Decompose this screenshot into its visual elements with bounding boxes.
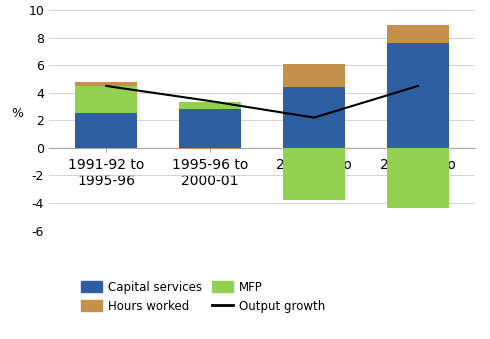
Legend: Capital services, Hours worked, MFP, Output growth: Capital services, Hours worked, MFP, Out…: [76, 276, 330, 317]
Bar: [75, 86, 137, 114]
Bar: [75, 82, 137, 86]
Y-axis label: %: %: [11, 107, 23, 120]
Bar: [283, 64, 345, 87]
Bar: [283, 87, 345, 148]
Bar: [75, 114, 137, 148]
Bar: [179, 102, 242, 109]
Bar: [387, 43, 449, 148]
Bar: [179, 148, 242, 149]
Bar: [387, 25, 449, 43]
Bar: [283, 148, 345, 200]
Bar: [179, 109, 242, 148]
Bar: [387, 148, 449, 208]
